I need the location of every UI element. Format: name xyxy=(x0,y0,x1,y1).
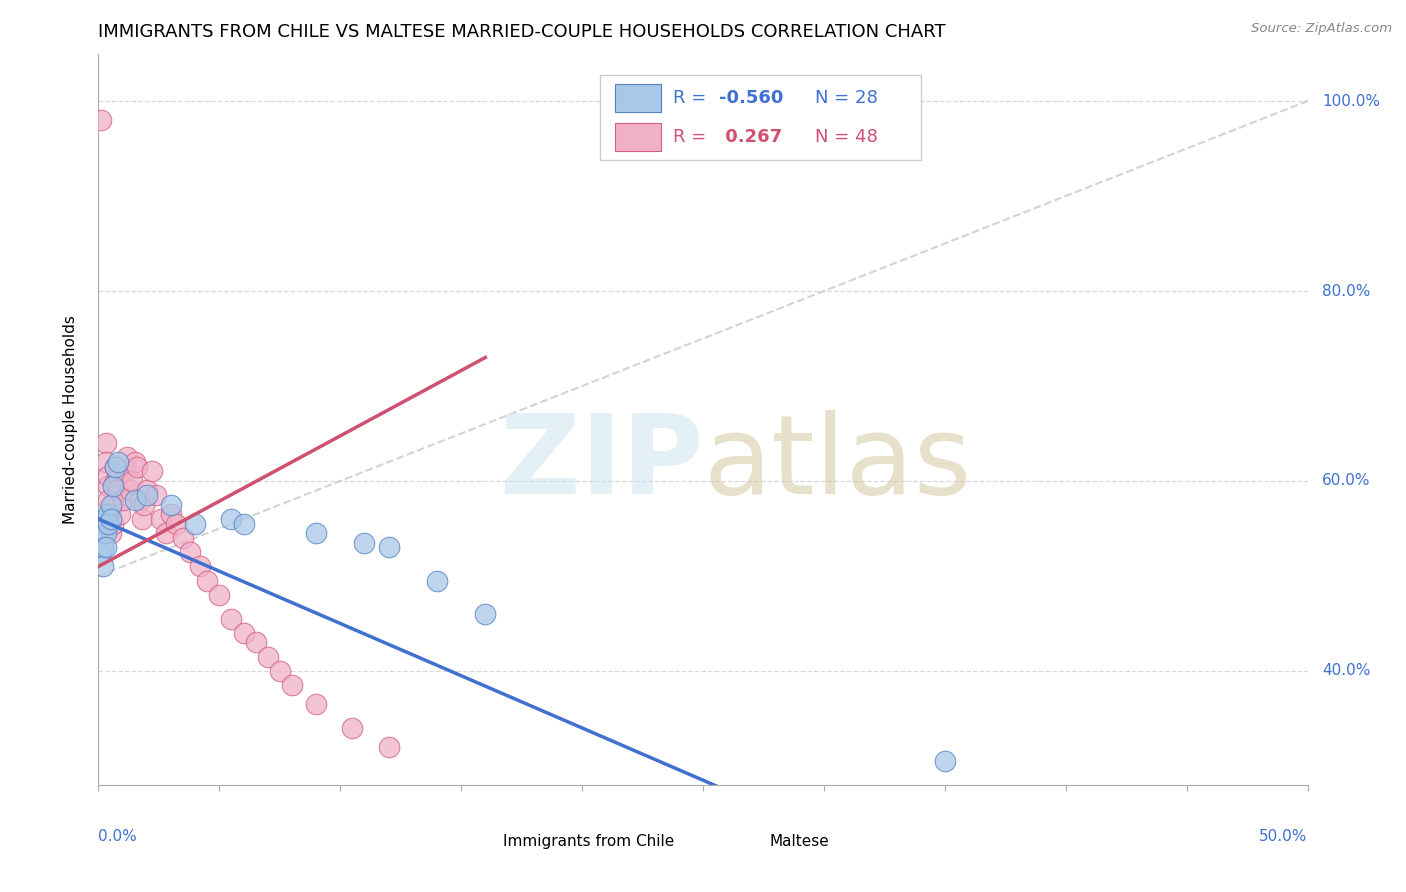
FancyBboxPatch shape xyxy=(456,830,494,853)
Point xyxy=(94,436,117,450)
Point xyxy=(172,531,194,545)
Text: 0.267: 0.267 xyxy=(718,128,782,146)
Point xyxy=(353,535,375,549)
Point xyxy=(97,469,120,483)
Point xyxy=(107,483,129,498)
Point xyxy=(305,526,328,541)
Point xyxy=(101,479,124,493)
Point xyxy=(118,483,141,498)
Text: atlas: atlas xyxy=(703,409,972,516)
Point xyxy=(124,493,146,508)
Point xyxy=(94,541,117,555)
Point xyxy=(107,469,129,483)
Point xyxy=(114,465,136,479)
Text: 50.0%: 50.0% xyxy=(1260,829,1308,844)
Point xyxy=(155,526,177,541)
Point xyxy=(128,493,150,508)
Text: R =: R = xyxy=(672,89,711,107)
Point xyxy=(90,516,112,531)
Text: 80.0%: 80.0% xyxy=(1322,284,1371,299)
Point xyxy=(97,507,120,521)
Point xyxy=(131,512,153,526)
Point xyxy=(97,479,120,493)
Text: N = 48: N = 48 xyxy=(815,128,879,146)
Point xyxy=(104,459,127,474)
Point xyxy=(104,459,127,474)
Point xyxy=(100,526,122,541)
Point xyxy=(184,516,207,531)
Point xyxy=(934,754,956,768)
Text: N = 28: N = 28 xyxy=(815,89,879,107)
Point xyxy=(208,588,231,602)
Point xyxy=(97,493,120,508)
Point xyxy=(188,559,211,574)
Text: IMMIGRANTS FROM CHILE VS MALTESE MARRIED-COUPLE HOUSEHOLDS CORRELATION CHART: IMMIGRANTS FROM CHILE VS MALTESE MARRIED… xyxy=(98,23,946,41)
Text: Source: ZipAtlas.com: Source: ZipAtlas.com xyxy=(1251,22,1392,36)
Point xyxy=(91,526,114,541)
Point xyxy=(100,498,122,512)
Point xyxy=(94,455,117,469)
Point xyxy=(305,697,328,711)
Point xyxy=(141,465,163,479)
FancyBboxPatch shape xyxy=(600,76,921,160)
Point xyxy=(232,626,254,640)
Point xyxy=(377,541,399,555)
Point xyxy=(100,512,122,526)
Point xyxy=(104,474,127,488)
Point xyxy=(121,474,143,488)
Point xyxy=(91,516,114,531)
Point xyxy=(474,607,496,621)
Point xyxy=(135,483,157,498)
Text: 40.0%: 40.0% xyxy=(1322,664,1371,679)
Point xyxy=(101,516,124,531)
Text: R =: R = xyxy=(672,128,717,146)
Point xyxy=(124,455,146,469)
Point xyxy=(195,574,218,588)
Point xyxy=(111,493,134,508)
Point xyxy=(91,541,114,555)
Point xyxy=(221,612,243,626)
Point xyxy=(90,113,112,128)
Point xyxy=(269,664,291,678)
Point xyxy=(165,516,187,531)
Y-axis label: Married-couple Households: Married-couple Households xyxy=(63,315,77,524)
Point xyxy=(145,488,167,502)
FancyBboxPatch shape xyxy=(614,123,661,151)
Point xyxy=(91,526,114,541)
Point xyxy=(135,488,157,502)
Point xyxy=(221,512,243,526)
FancyBboxPatch shape xyxy=(721,830,759,853)
Point xyxy=(100,512,122,526)
Point xyxy=(160,498,183,512)
Point xyxy=(108,507,131,521)
Text: 0.0%: 0.0% xyxy=(98,829,138,844)
Point xyxy=(94,512,117,526)
Point xyxy=(94,526,117,541)
Point xyxy=(134,498,156,512)
Point xyxy=(97,516,120,531)
Point xyxy=(256,649,278,664)
Point xyxy=(117,450,139,465)
Point xyxy=(91,559,114,574)
Point xyxy=(107,455,129,469)
Text: -0.560: -0.560 xyxy=(718,89,783,107)
Point xyxy=(342,721,364,735)
Point xyxy=(179,545,201,559)
Text: 60.0%: 60.0% xyxy=(1322,474,1371,489)
Point xyxy=(232,516,254,531)
FancyBboxPatch shape xyxy=(614,84,661,112)
Point xyxy=(150,512,173,526)
Point xyxy=(127,459,149,474)
Point xyxy=(426,574,449,588)
Text: Immigrants from Chile: Immigrants from Chile xyxy=(503,834,675,849)
Text: ZIP: ZIP xyxy=(499,409,703,516)
Point xyxy=(377,739,399,754)
Text: Maltese: Maltese xyxy=(769,834,830,849)
Point xyxy=(245,635,267,649)
Point xyxy=(101,498,124,512)
Text: 100.0%: 100.0% xyxy=(1322,94,1381,109)
Point xyxy=(160,507,183,521)
Point xyxy=(281,678,304,692)
Point xyxy=(90,545,112,559)
